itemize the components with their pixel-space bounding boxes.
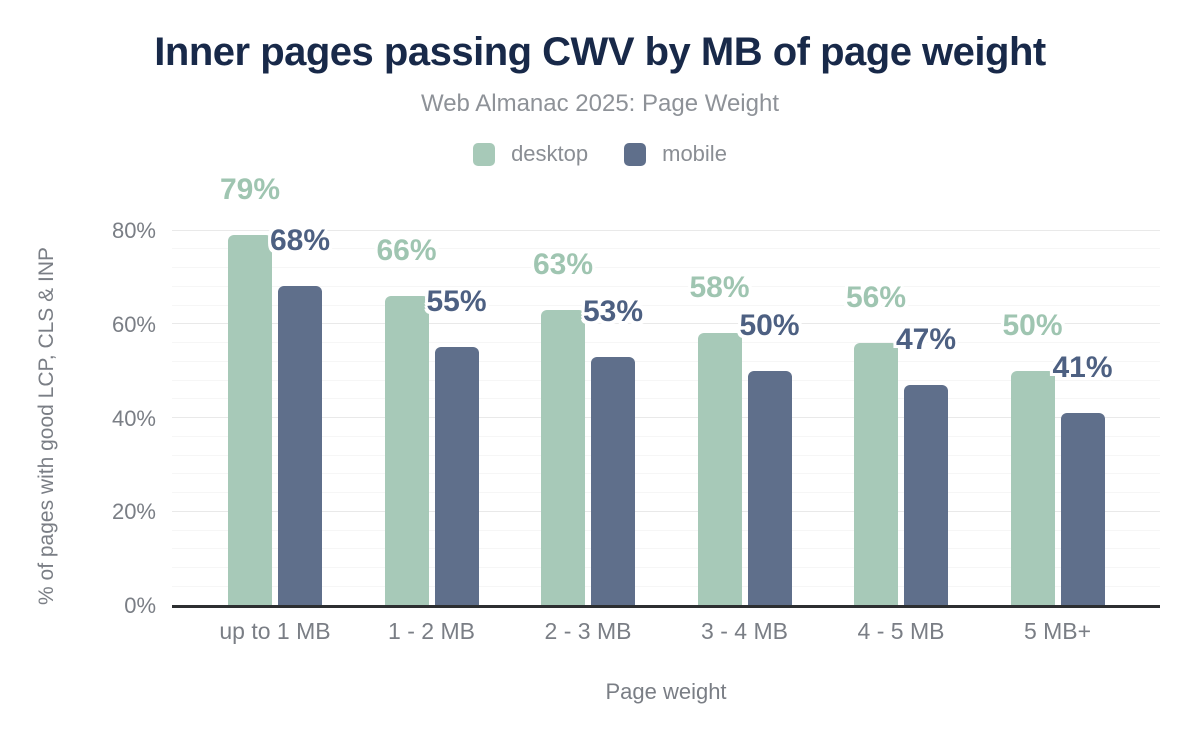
gridline-minor	[172, 398, 1160, 400]
gridline-minor	[172, 435, 1160, 437]
gridline-minor	[172, 492, 1160, 493]
legend: desktop mobile	[0, 141, 1200, 167]
x-tick-label-3: 3 - 4 MB	[701, 618, 788, 644]
x-axis-line	[172, 605, 1160, 608]
gridline-minor	[172, 529, 1160, 531]
gridline-minor	[172, 567, 1160, 568]
bar-mobile-5	[1060, 412, 1105, 605]
y-tick-label: 80%	[111, 218, 156, 243]
legend-swatch-mobile	[624, 142, 647, 166]
x-axis-title: Page weight	[605, 679, 727, 704]
bar-label-desktop-3: 58%	[689, 271, 750, 305]
legend-label-desktop: desktop	[511, 141, 589, 166]
bar-desktop-5	[1010, 370, 1055, 605]
x-tick-label-2: 2 - 3 MB	[544, 618, 632, 644]
bar-mobile-0	[278, 286, 322, 605]
gridline-minor	[172, 248, 1160, 250]
legend-label-mobile: mobile	[662, 141, 727, 166]
chart-subtitle: Web Almanac 2025: Page Weight	[420, 90, 779, 117]
bar-desktop-2	[541, 309, 585, 605]
gridline-minor	[172, 548, 1160, 550]
bar-label-mobile-1: 55%	[426, 285, 487, 319]
bar-label-mobile-5: 41%	[1052, 350, 1113, 384]
gridline-major	[172, 417, 1160, 418]
y-tick-label: 0%	[124, 593, 156, 618]
gridline-minor	[172, 473, 1160, 475]
y-tick-label: 60%	[111, 311, 156, 337]
bar-desktop-3	[697, 333, 742, 605]
legend-item-mobile[interactable]: mobile	[624, 141, 727, 167]
legend-item-desktop[interactable]: desktop	[473, 141, 588, 167]
bar-label-mobile-2: 53%	[582, 294, 644, 328]
x-tick-label-0: up to 1 MB	[219, 618, 331, 644]
x-tick-label-5: 5 MB+	[1023, 618, 1092, 644]
legend-swatch-desktop	[473, 142, 496, 166]
bar-mobile-4	[904, 384, 948, 605]
bar-label-desktop-5: 50%	[1002, 308, 1063, 342]
gridline-major	[172, 323, 1160, 325]
bar-label-desktop-4: 56%	[845, 280, 907, 314]
gridline-minor	[172, 304, 1160, 306]
plot-area: 0% 20% 40% 60% 80% 79% 66% 63% 58% 56% 50% 68% 55% 53…	[112, 174, 1160, 617]
chart-title: Inner pages passing CWV by MB of page we…	[154, 30, 1046, 74]
bar-mobile-1	[434, 347, 479, 605]
gridline-minor	[172, 360, 1160, 362]
y-tick-label: 40%	[111, 405, 156, 431]
gridline-minor	[172, 285, 1160, 287]
bar-desktop-0	[228, 234, 272, 605]
gridline-minor	[172, 379, 1160, 381]
y-axis-title: % of pages with good LCP, CLS & INP	[35, 247, 58, 605]
x-tick-label-4: 4 - 5 MB	[857, 618, 945, 644]
y-tick-label: 20%	[111, 499, 156, 525]
bar-label-desktop-2: 63%	[532, 247, 594, 281]
bar-mobile-2	[591, 356, 635, 605]
bar-mobile-3	[747, 370, 792, 605]
gridline-major	[172, 510, 1160, 512]
gridline-minor	[172, 585, 1160, 587]
bar-label-mobile-3: 50%	[739, 308, 800, 342]
bar-desktop-4	[854, 342, 898, 605]
gridline-major	[172, 229, 1160, 231]
gridline-minor	[172, 267, 1160, 268]
x-tick-label-1: 1 - 2 MB	[388, 618, 475, 644]
bar-desktop-1	[384, 295, 429, 605]
gridline-minor	[172, 342, 1160, 343]
bar-label-desktop-1: 66%	[376, 233, 437, 267]
bar-label-mobile-0: 68%	[269, 224, 331, 258]
bar-label-mobile-4: 47%	[895, 322, 957, 356]
gridline-minor	[172, 454, 1160, 456]
bar-label-desktop-0: 79%	[219, 172, 281, 206]
